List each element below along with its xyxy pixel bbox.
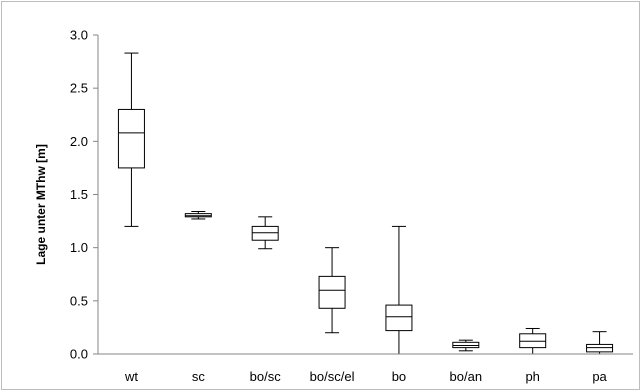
y-tick-label: 2.5: [70, 81, 88, 96]
iqr-box: [318, 275, 346, 309]
plot-area: [117, 52, 614, 355]
x-tick-label: ph: [525, 369, 539, 384]
x-tick-label: pa: [592, 369, 607, 384]
iqr-box: [251, 225, 279, 241]
x-tick-label: bo: [392, 369, 406, 384]
x-tick-label: bo/sc: [250, 369, 282, 384]
y-tick-label: 1.0: [70, 240, 88, 255]
iqr-box: [452, 341, 480, 349]
box-plot-ph: [519, 327, 547, 355]
y-tick-label: 3.0: [70, 28, 88, 43]
iqr-box: [586, 343, 614, 353]
y-tick-label: 0.0: [70, 347, 88, 362]
x-tick-label: bo/sc/el: [310, 369, 355, 384]
x-tick-label: sc: [192, 369, 206, 384]
box-plot-sc: [184, 211, 212, 220]
box-plot-bo: [385, 225, 413, 355]
x-axis-tick-labels: wt sc bo/sc bo/sc/el bo bo/an ph pa: [124, 369, 608, 384]
iqr-box: [117, 108, 145, 169]
y-tick-label: 2.0: [70, 134, 88, 149]
box-plot-bo-sc-el: [318, 247, 346, 334]
x-tick-label: bo/an: [450, 369, 483, 384]
box-plot-bo-an: [452, 339, 480, 352]
box-plot-wt: [117, 52, 145, 227]
y-axis-title: Lage unter MThw [m]: [34, 144, 48, 265]
iqr-box: [519, 333, 547, 349]
y-axis-tick-labels: 0.0 0.5 1.0 1.5 2.0 2.5 3.0: [70, 28, 88, 362]
box-plot-bo-sc: [251, 216, 279, 250]
iqr-box: [385, 304, 413, 332]
x-tick-label: wt: [124, 369, 138, 384]
y-tick-label: 0.5: [70, 293, 88, 308]
box-plot-pa: [586, 331, 614, 355]
y-axis-ticks: [93, 34, 98, 355]
y-tick-label: 1.5: [70, 187, 88, 202]
iqr-box: [184, 213, 212, 218]
